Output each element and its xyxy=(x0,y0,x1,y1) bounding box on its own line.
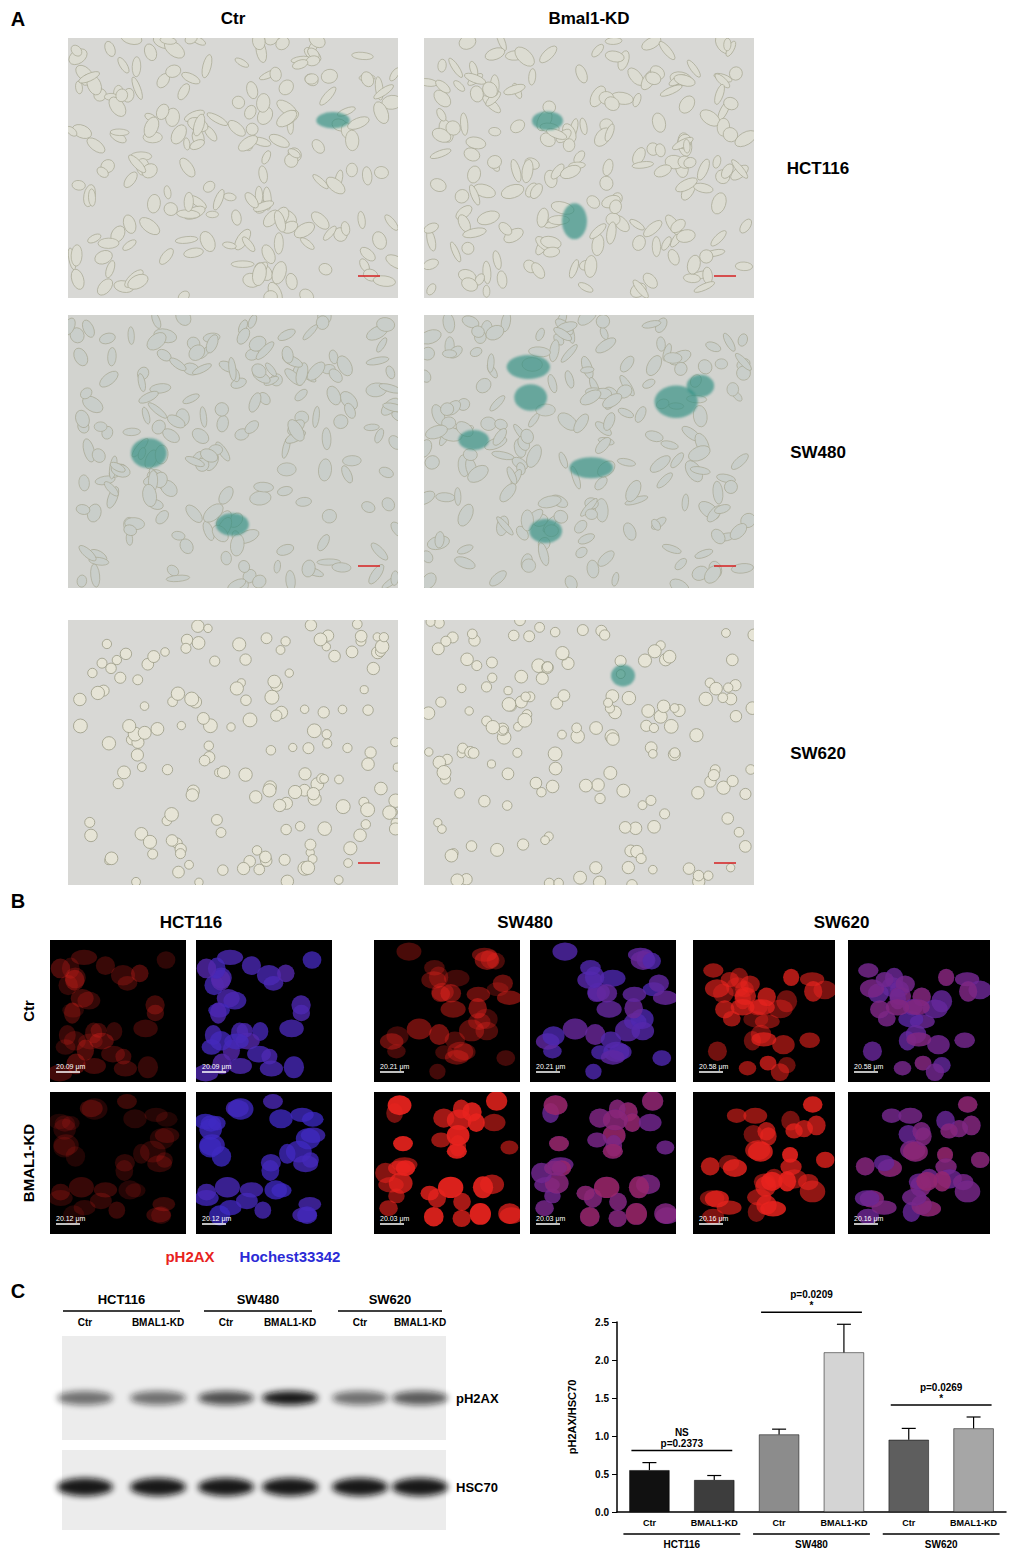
svg-text:SW480: SW480 xyxy=(790,443,846,462)
svg-text:BMAL1-KD: BMAL1-KD xyxy=(20,1124,37,1202)
svg-text:Ctr: Ctr xyxy=(20,1000,37,1022)
svg-text:2.5: 2.5 xyxy=(595,1317,609,1328)
svg-text:20.03 μm: 20.03 μm xyxy=(536,1215,565,1223)
svg-text:20.12 μm: 20.12 μm xyxy=(202,1215,231,1223)
svg-text:HCT116: HCT116 xyxy=(663,1539,700,1550)
svg-text:Ctr: Ctr xyxy=(78,1317,93,1328)
svg-text:SW620: SW620 xyxy=(369,1292,412,1307)
svg-text:HCT116: HCT116 xyxy=(787,159,849,178)
svg-text:Ctr: Ctr xyxy=(219,1317,234,1328)
svg-text:Ctr: Ctr xyxy=(353,1317,368,1328)
svg-text:pH2AX: pH2AX xyxy=(165,1248,214,1265)
svg-text:pH2AX/HSC70: pH2AX/HSC70 xyxy=(566,1380,578,1455)
svg-text:0.5: 0.5 xyxy=(595,1469,609,1480)
svg-text:p=0.2373: p=0.2373 xyxy=(661,1438,704,1449)
svg-text:*: * xyxy=(810,1300,814,1311)
svg-text:C: C xyxy=(11,1280,25,1302)
svg-text:1.0: 1.0 xyxy=(595,1431,609,1442)
svg-text:0.0: 0.0 xyxy=(595,1507,609,1518)
svg-text:HSC70: HSC70 xyxy=(456,1480,498,1495)
svg-text:SW620: SW620 xyxy=(790,744,846,763)
svg-text:20.58 μm: 20.58 μm xyxy=(699,1063,728,1071)
svg-text:BMAL1-KD: BMAL1-KD xyxy=(950,1518,997,1528)
svg-text:SW480: SW480 xyxy=(497,913,553,932)
svg-text:20.09 μm: 20.09 μm xyxy=(56,1063,85,1071)
svg-text:HCT116: HCT116 xyxy=(98,1292,146,1307)
svg-text:BMAL1-KD: BMAL1-KD xyxy=(132,1317,184,1328)
svg-text:BMAL1-KD: BMAL1-KD xyxy=(820,1518,867,1528)
svg-text:BMAL1-KD: BMAL1-KD xyxy=(394,1317,446,1328)
svg-text:Ctr: Ctr xyxy=(773,1518,786,1528)
svg-text:20.03 μm: 20.03 μm xyxy=(380,1215,409,1223)
svg-text:2.0: 2.0 xyxy=(595,1355,609,1366)
svg-text:HCT116: HCT116 xyxy=(160,913,222,932)
svg-text:SW620: SW620 xyxy=(814,913,870,932)
svg-text:20.09 μm: 20.09 μm xyxy=(202,1063,231,1071)
svg-text:20.21 μm: 20.21 μm xyxy=(380,1063,409,1071)
svg-text:pH2AX: pH2AX xyxy=(456,1391,499,1406)
svg-text:SW620: SW620 xyxy=(925,1539,958,1550)
svg-text:20.16 μm: 20.16 μm xyxy=(699,1215,728,1223)
svg-text:1.5: 1.5 xyxy=(595,1393,609,1404)
svg-text:Bmal1-KD: Bmal1-KD xyxy=(548,9,629,28)
svg-text:Ctr: Ctr xyxy=(643,1518,656,1528)
svg-text:p=0.0209: p=0.0209 xyxy=(790,1289,833,1300)
svg-text:20.12 μm: 20.12 μm xyxy=(56,1215,85,1223)
svg-text:NS: NS xyxy=(675,1427,689,1438)
svg-text:SW480: SW480 xyxy=(237,1292,280,1307)
svg-text:B: B xyxy=(11,890,25,912)
svg-text:SW480: SW480 xyxy=(795,1539,828,1550)
svg-text:Ctr: Ctr xyxy=(902,1518,915,1528)
svg-text:*: * xyxy=(939,1393,943,1404)
svg-text:A: A xyxy=(11,8,25,30)
svg-text:Hochest33342: Hochest33342 xyxy=(240,1248,341,1265)
svg-text:Ctr: Ctr xyxy=(221,9,246,28)
svg-text:BMAL1-KD: BMAL1-KD xyxy=(264,1317,316,1328)
svg-text:p=0.0269: p=0.0269 xyxy=(920,1382,963,1393)
svg-text:20.21 μm: 20.21 μm xyxy=(536,1063,565,1071)
svg-text:BMAL1-KD: BMAL1-KD xyxy=(691,1518,738,1528)
svg-text:20.16 μm: 20.16 μm xyxy=(854,1215,883,1223)
svg-text:20.58 μm: 20.58 μm xyxy=(854,1063,883,1071)
